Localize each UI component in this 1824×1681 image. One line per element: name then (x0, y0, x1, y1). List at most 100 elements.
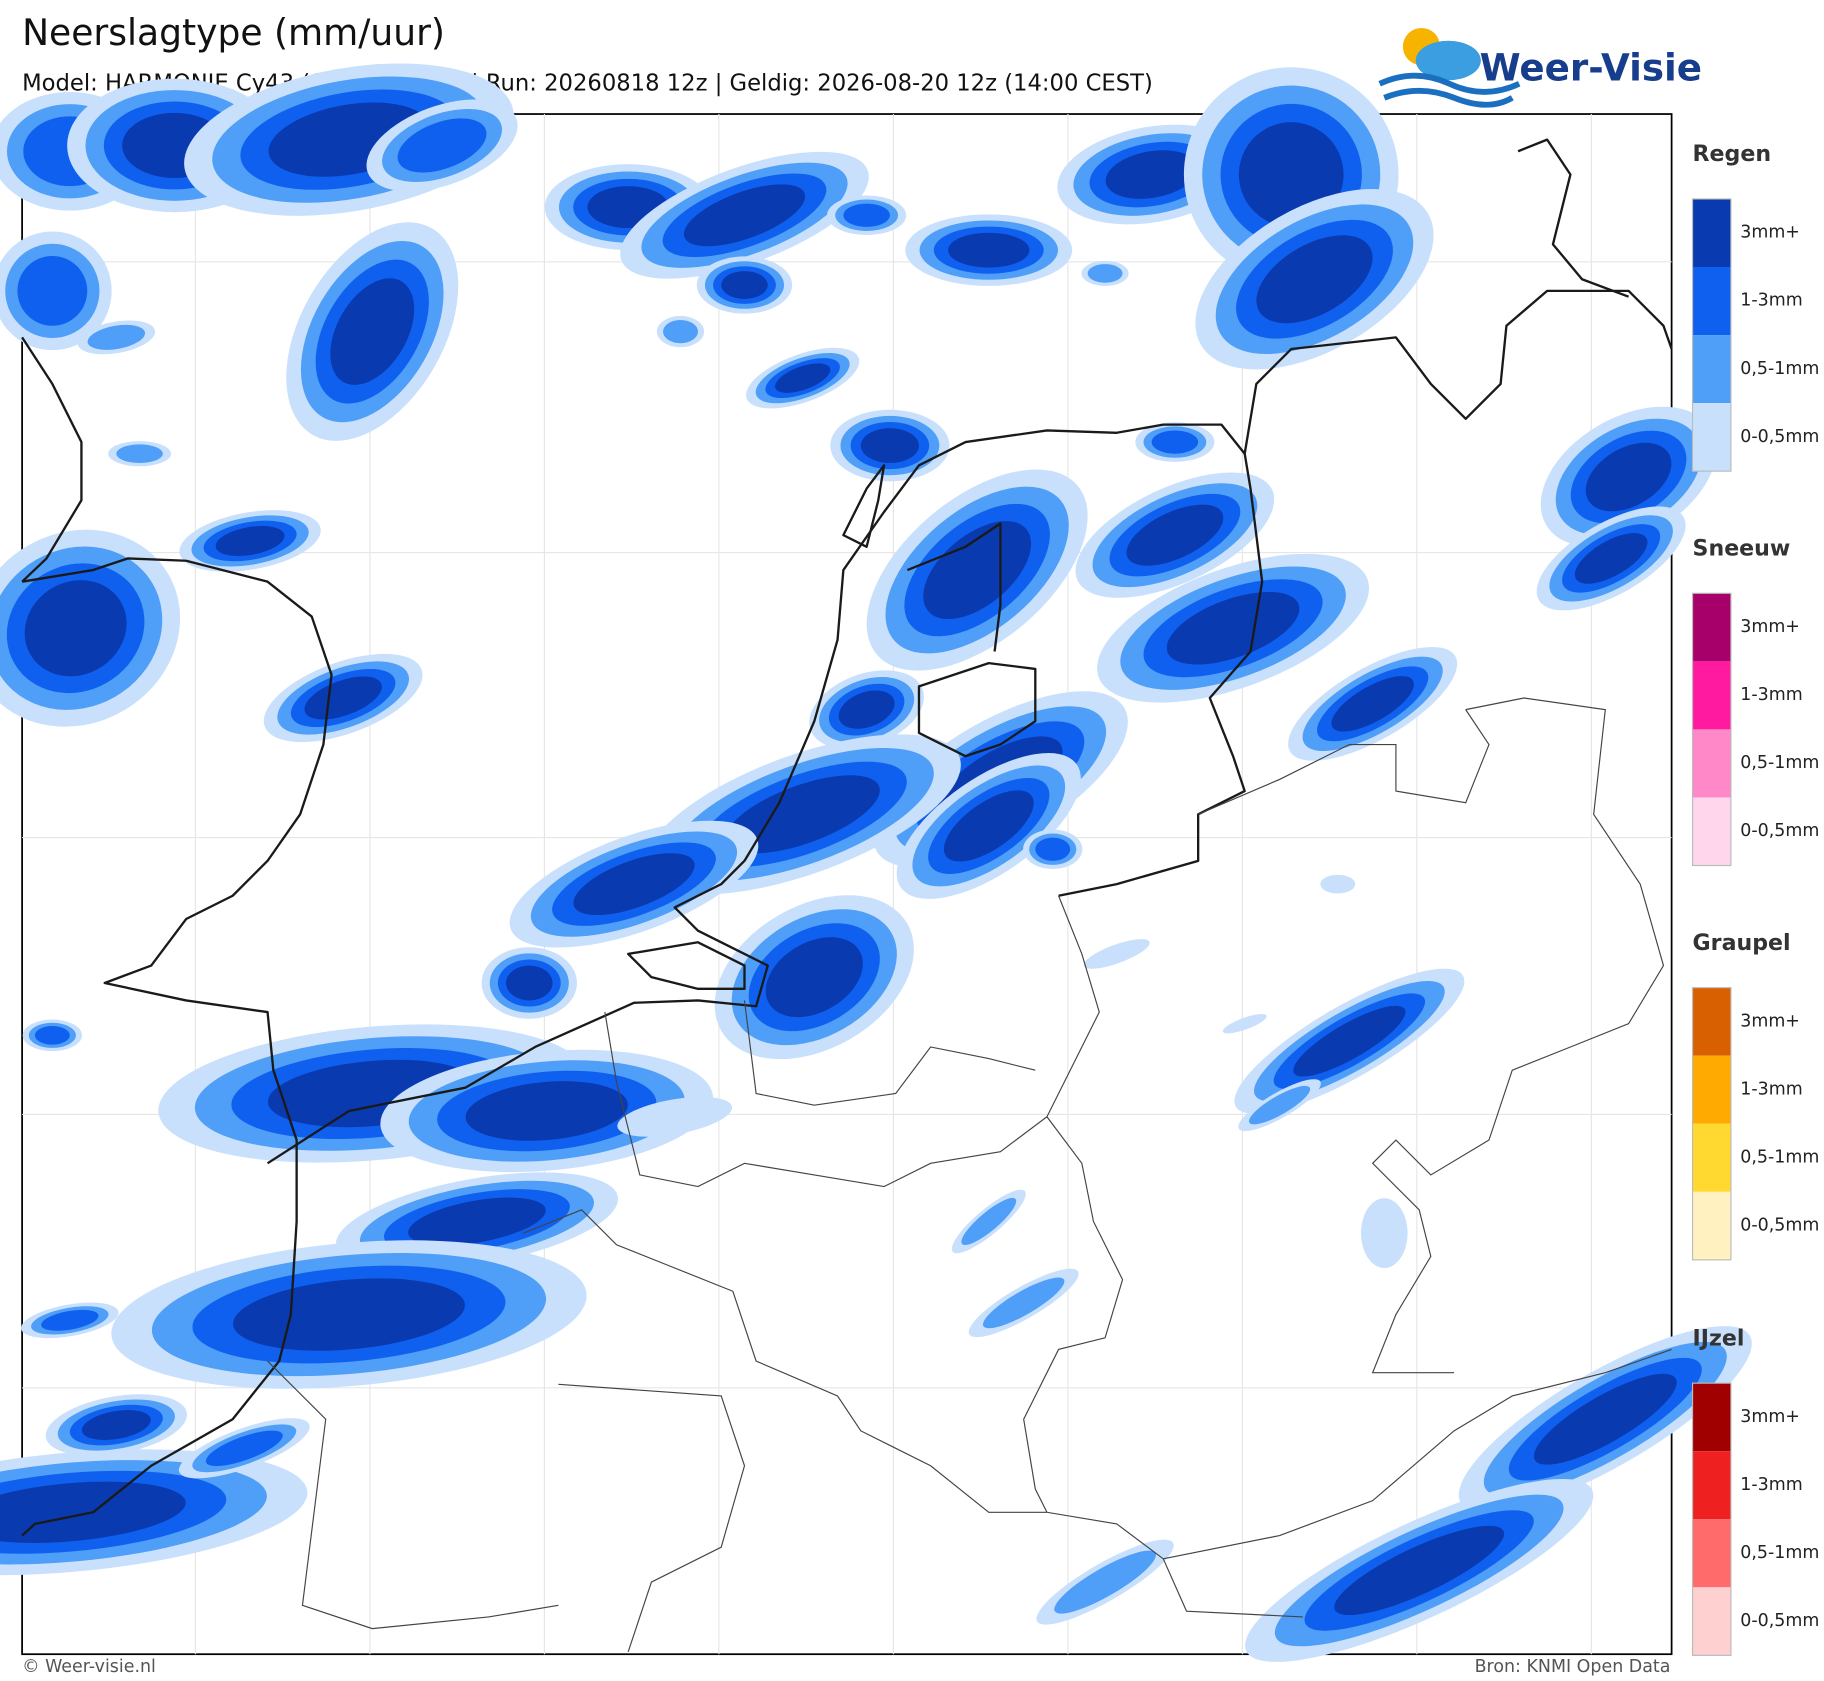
source: Bron: KNMI Open Data (1475, 1657, 1671, 1677)
rain-cell (1574, 533, 1648, 584)
legend-swatch (1692, 661, 1731, 730)
rain-cell (1256, 235, 1373, 324)
rain-cell (0, 1481, 186, 1543)
rain-cell (1087, 264, 1123, 283)
legend-label: 0,5-1mm (1740, 1147, 1819, 1167)
rain-cell (34, 1026, 70, 1045)
rain-cell (775, 363, 831, 393)
legend-label: 0-0,5mm (1740, 1216, 1819, 1236)
legend-label: 3mm+ (1740, 617, 1800, 637)
legend-frame (1691, 987, 1732, 1261)
legend-title: Graupel (1693, 930, 1791, 956)
rain-cell (215, 525, 285, 556)
legend-swatch (1692, 1383, 1731, 1452)
rain-cell (860, 428, 919, 464)
rain-cell (465, 1081, 628, 1141)
legend-frame (1691, 1382, 1732, 1656)
legend-title: IJzel (1693, 1325, 1745, 1351)
rain-cell (1361, 1198, 1408, 1268)
rain-cell (1105, 150, 1198, 199)
rain-cell (1585, 442, 1672, 512)
map (0, 63, 1752, 1662)
rain-cell (506, 965, 553, 1001)
legend-label: 0,5-1mm (1740, 1543, 1819, 1563)
rain-cell (573, 853, 695, 916)
rain-cell (1054, 1550, 1156, 1614)
rain-cell (397, 118, 487, 173)
rain-cell (1533, 1373, 1677, 1465)
legend: Regen 3mm+ 1-3mm 0,5-1mm 0-0,5mm Sneeuw 3mm+ 1-… (1691, 141, 1819, 1656)
legend-swatch (1692, 1123, 1731, 1192)
rain-cell (116, 444, 163, 464)
rain-cell (408, 1197, 546, 1246)
legend-swatch (1692, 403, 1731, 472)
credit: © Weer-visie.nl (22, 1657, 156, 1677)
legend-label: 1-3mm (1740, 1079, 1802, 1099)
rain-cell (923, 520, 1032, 620)
legend-label: 1-3mm (1740, 291, 1802, 311)
rain-cell (948, 232, 1030, 268)
rain-cell (683, 184, 806, 247)
coastlines (21, 138, 1673, 1537)
rain-cell (1249, 1085, 1311, 1125)
rain-cell (1320, 874, 1356, 894)
rain-cell (1035, 837, 1071, 861)
precipitation (0, 63, 1752, 1662)
legend-swatch (1692, 198, 1731, 268)
rain-cell (617, 1096, 733, 1137)
legend-frame (1691, 592, 1732, 867)
legend-label: 0,5-1mm (1740, 753, 1819, 773)
rain-cell (17, 255, 88, 326)
rain-cell (1126, 504, 1224, 566)
legend-label: 3mm+ (1740, 223, 1800, 243)
rain-cell (943, 790, 1034, 862)
legend-swatch (1692, 987, 1731, 1056)
rain-cell (1166, 591, 1300, 665)
title: Neerslagtype (mm/uur) (22, 12, 445, 54)
rain-cell (1151, 430, 1199, 454)
rain-cell (961, 1197, 1017, 1246)
legend-label: 0-0,5mm (1740, 821, 1819, 841)
legend-label: 1-3mm (1740, 685, 1802, 705)
legend-frame (1691, 198, 1732, 472)
rain-cell (1083, 939, 1150, 969)
legend-label: 3mm+ (1740, 1011, 1800, 1031)
legend-swatch (1692, 267, 1731, 336)
rain-cell (304, 676, 382, 720)
legend-swatch (1692, 1451, 1731, 1520)
rain-cell (721, 271, 768, 299)
legend-swatch (1692, 1055, 1731, 1124)
rain-cell (24, 580, 127, 677)
legend-label: 0-0,5mm (1740, 1611, 1819, 1631)
legend-swatch (1692, 1587, 1731, 1656)
rain-cell (843, 203, 890, 227)
rain-cell (838, 690, 895, 729)
legend-label: 0-0,5mm (1740, 427, 1819, 447)
legend-label: 0,5-1mm (1740, 359, 1819, 379)
legend-label: 1-3mm (1740, 1475, 1802, 1495)
legend-swatch (1692, 1519, 1731, 1588)
legend-swatch (1692, 593, 1731, 662)
rain-cell (725, 775, 880, 854)
rain-cell (205, 1430, 283, 1467)
rain-cell (1293, 1005, 1406, 1077)
rain-cell (330, 278, 415, 385)
rain-cell (663, 319, 698, 344)
legend-title: Regen (1693, 141, 1772, 167)
legend-swatch (1692, 335, 1731, 404)
rain-cell (765, 937, 863, 1018)
legend-swatch (1692, 1191, 1731, 1260)
legend-swatch (1692, 797, 1731, 866)
rain-cell (1334, 1525, 1505, 1616)
logo-text: Weer-Visie (1480, 45, 1702, 89)
rain-cell (81, 1410, 151, 1441)
legend-label: 3mm+ (1740, 1407, 1800, 1427)
rain-cell (1331, 676, 1414, 732)
rain-cell (982, 1277, 1065, 1329)
logo: Weer-Visie (1378, 27, 1702, 108)
rain-cell (41, 1309, 99, 1331)
rain-cell (1222, 1014, 1267, 1034)
legend-swatch (1692, 729, 1731, 798)
borders (267, 697, 1672, 1653)
